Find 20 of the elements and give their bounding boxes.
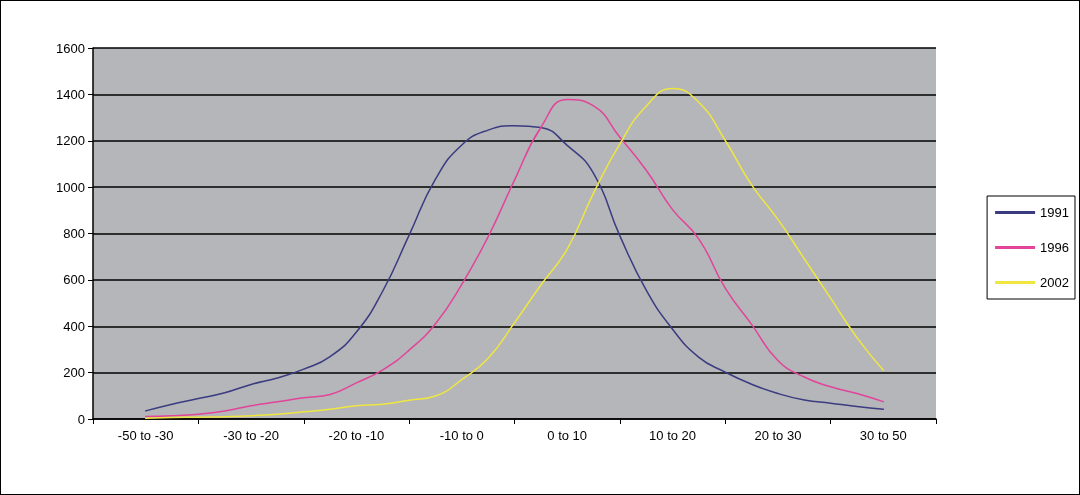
x-tick-label: 30 to 50 (859, 428, 907, 443)
x-tick-label: -30 to -20 (223, 428, 279, 443)
y-tick-label: 1000 (56, 179, 85, 195)
y-tick-label: 1600 (56, 40, 85, 56)
y-tick-label: 200 (63, 365, 85, 381)
x-tick-label: -20 to -10 (328, 428, 385, 443)
y-tick-label: 0 (77, 411, 85, 427)
y-tick-label: 1400 (56, 86, 85, 102)
x-tick-label: 10 to 20 (649, 428, 697, 443)
legend-label: 1991 (1040, 205, 1069, 220)
x-tick-label: -10 to 0 (439, 428, 484, 443)
x-tick-label: 0 to 10 (547, 428, 588, 443)
y-tick-label: 800 (63, 226, 85, 241)
legend-label: 2002 (1040, 275, 1069, 290)
legend-label: 1996 (1040, 240, 1069, 255)
y-tick-label: 400 (63, 318, 85, 334)
x-tick-label: -50 to -30 (117, 428, 174, 443)
y-tick-label: 1200 (56, 133, 85, 149)
y-tick-label: 600 (63, 272, 85, 288)
x-tick-label: 20 to 30 (754, 428, 802, 443)
